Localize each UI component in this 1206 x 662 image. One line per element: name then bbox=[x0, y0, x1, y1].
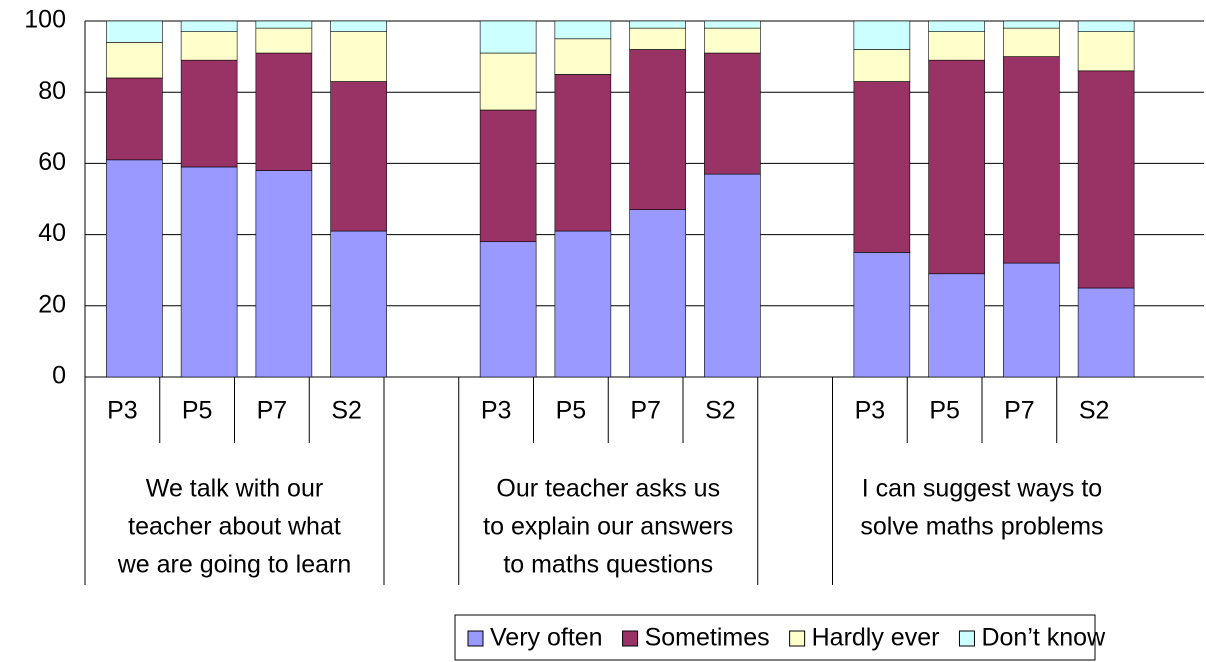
bar-segment bbox=[255, 20, 313, 29]
legend-label: Sometimes bbox=[645, 624, 770, 652]
bar-segment bbox=[1077, 31, 1135, 72]
bar-segment bbox=[180, 166, 238, 378]
legend-label: Hardly ever bbox=[812, 624, 940, 652]
bar-segment bbox=[853, 20, 911, 50]
group-label: We talk with our bbox=[146, 475, 323, 503]
x-tick-label: S2 bbox=[1079, 397, 1110, 425]
bar-segment bbox=[479, 20, 537, 54]
bar-segment bbox=[479, 241, 537, 378]
bar-segment bbox=[330, 230, 387, 378]
group-label: solve maths problems bbox=[860, 513, 1103, 541]
bar-segment bbox=[928, 59, 985, 275]
bar-segment bbox=[479, 52, 537, 111]
bar-segment bbox=[554, 20, 612, 40]
bar-segment bbox=[1077, 70, 1135, 289]
bar-segment bbox=[928, 20, 985, 32]
bar-segment bbox=[255, 170, 313, 378]
bar-segment bbox=[704, 27, 761, 54]
legend-swatch bbox=[789, 630, 806, 647]
bar-segment bbox=[554, 38, 612, 75]
y-tick-label: 80 bbox=[38, 77, 66, 105]
group-label: Our teacher asks us bbox=[496, 475, 720, 503]
legend-swatch bbox=[467, 630, 484, 647]
x-tick-label: P7 bbox=[257, 397, 288, 425]
x-tick-label: P5 bbox=[929, 397, 960, 425]
bar-segment bbox=[255, 27, 313, 54]
legend-swatch bbox=[958, 630, 975, 647]
bar-segment bbox=[928, 273, 985, 378]
x-tick-label: P3 bbox=[107, 397, 138, 425]
y-tick-label: 100 bbox=[24, 6, 66, 34]
x-tick-label: P7 bbox=[1004, 397, 1035, 425]
group-label: teacher about what bbox=[128, 513, 341, 541]
legend-label: Don’t know bbox=[981, 624, 1106, 652]
y-tick-label: 0 bbox=[52, 362, 66, 390]
bar-segment bbox=[330, 31, 387, 82]
bar-segment bbox=[853, 49, 911, 82]
x-tick-label: S2 bbox=[331, 397, 362, 425]
legend-swatch bbox=[622, 630, 639, 647]
x-tick-label: P5 bbox=[556, 397, 587, 425]
x-tick-label: P3 bbox=[481, 397, 512, 425]
bar-segment bbox=[704, 20, 761, 29]
y-tick-label: 40 bbox=[38, 219, 66, 247]
group-label: to maths questions bbox=[503, 551, 713, 579]
bar-segment bbox=[629, 27, 686, 50]
x-tick-label: S2 bbox=[705, 397, 736, 425]
y-tick-label: 20 bbox=[38, 290, 66, 318]
bar-segment bbox=[853, 252, 911, 378]
bar-segment bbox=[106, 42, 163, 79]
bar-segment bbox=[106, 20, 163, 43]
bar-segment bbox=[554, 230, 612, 378]
bar-segment bbox=[1077, 287, 1135, 378]
bar-segment bbox=[629, 209, 686, 378]
x-tick-label: P5 bbox=[182, 397, 213, 425]
bar-segment bbox=[330, 81, 387, 232]
bar-segment bbox=[704, 173, 761, 378]
legend-box bbox=[454, 614, 1096, 661]
group-label: to explain our answers bbox=[483, 513, 733, 541]
bar-segment bbox=[1003, 56, 1060, 264]
bar-segment bbox=[704, 52, 761, 175]
x-tick-label: P7 bbox=[630, 397, 661, 425]
bar-segment bbox=[1003, 27, 1060, 57]
bar-segment bbox=[629, 49, 686, 210]
x-tick-label: P3 bbox=[855, 397, 886, 425]
bar-segment bbox=[106, 159, 163, 378]
bar-segment bbox=[928, 31, 985, 61]
bar-segment bbox=[106, 77, 163, 161]
bar-segment bbox=[255, 52, 313, 171]
bar-segment bbox=[1003, 262, 1060, 378]
group-label: we are going to learn bbox=[117, 551, 351, 579]
bar-segment bbox=[554, 74, 612, 232]
bar-segment bbox=[1077, 20, 1135, 32]
legend-label: Very often bbox=[490, 624, 603, 652]
y-tick-label: 60 bbox=[38, 148, 66, 176]
bar-segment bbox=[180, 59, 238, 168]
bar-segment bbox=[853, 81, 911, 253]
bar-segment bbox=[180, 31, 238, 61]
bar-segment bbox=[629, 20, 686, 29]
bar-segment bbox=[330, 20, 387, 32]
group-label: I can suggest ways to bbox=[862, 475, 1102, 503]
bar-segment bbox=[479, 109, 537, 243]
bar-segment bbox=[180, 20, 238, 32]
bar-segment bbox=[1003, 20, 1060, 29]
